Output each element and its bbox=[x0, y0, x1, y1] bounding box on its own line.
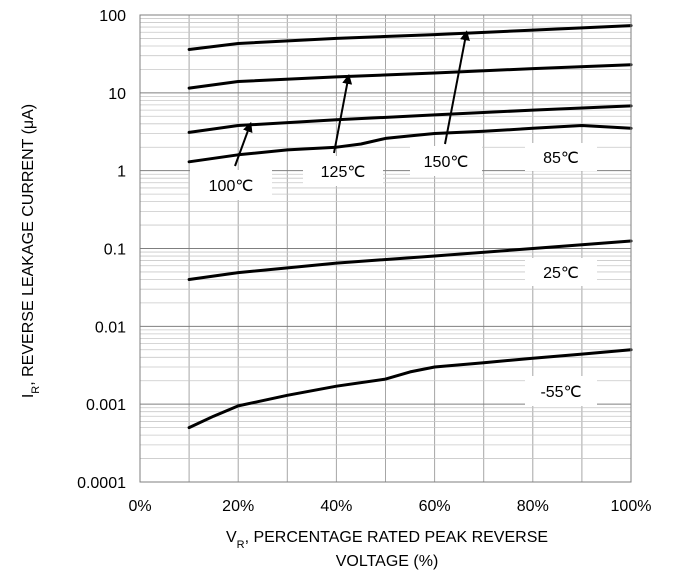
series-label: 85℃ bbox=[525, 143, 597, 171]
series-label-box bbox=[525, 143, 597, 171]
series-label-text: 150℃ bbox=[424, 154, 469, 171]
series-line bbox=[187, 24, 633, 51]
x-axis-ticks: 0% 20% 40% 60% 80% 100% bbox=[128, 498, 651, 515]
y-tick-label: 100 bbox=[99, 8, 126, 25]
x-tick-label: 100% bbox=[611, 498, 652, 515]
y-tick-label: 0.001 bbox=[86, 397, 126, 414]
annotation-arrow bbox=[333, 73, 353, 154]
x-tick-label: 20% bbox=[222, 498, 254, 515]
series-label-box bbox=[525, 258, 597, 286]
series-label-text: 85℃ bbox=[543, 150, 579, 167]
series-label-box bbox=[303, 156, 383, 186]
grid bbox=[140, 15, 631, 482]
series-line bbox=[187, 104, 633, 134]
y-axis-label: IR, REVERSE LEAKAGE CURRENT (μA) bbox=[20, 104, 42, 398]
series-line bbox=[187, 239, 633, 281]
series-label-text: -55℃ bbox=[540, 384, 581, 401]
series-label-box bbox=[190, 170, 272, 200]
series-line bbox=[187, 124, 633, 164]
series-lines bbox=[187, 24, 633, 430]
x-tick-label: 40% bbox=[320, 498, 352, 515]
x-tick-label: 80% bbox=[517, 498, 549, 515]
series-label-box bbox=[410, 146, 482, 176]
x-axis-label-sub: R bbox=[237, 539, 245, 551]
series-line bbox=[187, 348, 633, 430]
series-line bbox=[187, 63, 633, 90]
x-tick-label: 0% bbox=[128, 498, 151, 515]
y-axis-ticks: 0.0001 0.001 0.01 0.1 1 10 100 bbox=[77, 8, 126, 492]
y-tick-label: 0.1 bbox=[104, 242, 126, 259]
series-label-box bbox=[525, 376, 597, 406]
series-label-text: 100℃ bbox=[209, 178, 254, 195]
x-tick-label: 60% bbox=[419, 498, 451, 515]
annotation-arrow bbox=[444, 30, 470, 145]
series-label: -55℃ bbox=[525, 376, 597, 406]
series-label: 100℃ bbox=[190, 121, 272, 200]
x-axis-label-main: V bbox=[226, 529, 237, 546]
y-tick-label: 10 bbox=[108, 86, 126, 103]
series-annotations: 100℃ 125℃ 150℃ 85℃ 25℃ -55℃ bbox=[190, 30, 597, 406]
series-label-text: 25℃ bbox=[543, 265, 579, 282]
series-label: 150℃ bbox=[410, 30, 482, 176]
y-axis-label-rest: , REVERSE LEAKAGE CURRENT (μA) bbox=[20, 104, 37, 386]
y-axis-label-main: I bbox=[20, 394, 37, 398]
y-tick-label: 1 bbox=[117, 164, 126, 181]
x-axis-label-line2: VOLTAGE (%) bbox=[336, 553, 439, 570]
annotation-arrow bbox=[234, 121, 253, 167]
y-tick-label: 0.0001 bbox=[77, 475, 126, 492]
y-tick-label: 0.01 bbox=[95, 319, 126, 336]
plot-frame bbox=[139, 14, 632, 483]
y-axis-label-sub: R bbox=[30, 386, 42, 394]
series-label: 125℃ bbox=[303, 73, 383, 186]
series-label: 25℃ bbox=[525, 258, 597, 286]
x-axis-label: VR, PERCENTAGE RATED PEAK REVERSE bbox=[226, 529, 548, 551]
x-axis-label-rest: , PERCENTAGE RATED PEAK REVERSE bbox=[245, 529, 548, 546]
series-label-text: 125℃ bbox=[321, 164, 366, 181]
